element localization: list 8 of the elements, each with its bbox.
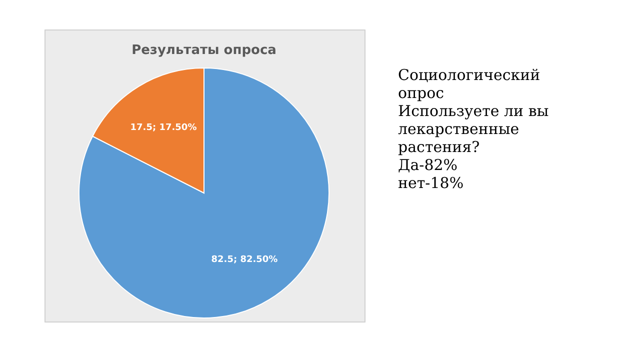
pie-slice: [78, 68, 330, 318]
data-label: 17.5; 17.50%: [130, 122, 197, 133]
text: Социологический опрос: [398, 66, 540, 102]
text: нет-18%: [398, 174, 464, 192]
text: Используете ли вы лекарственные растения?: [398, 102, 549, 156]
text: Да-82%: [398, 156, 458, 174]
chart-title: Результаты опроса: [132, 43, 276, 58]
data-label: 82.5; 82.50%: [211, 255, 278, 266]
